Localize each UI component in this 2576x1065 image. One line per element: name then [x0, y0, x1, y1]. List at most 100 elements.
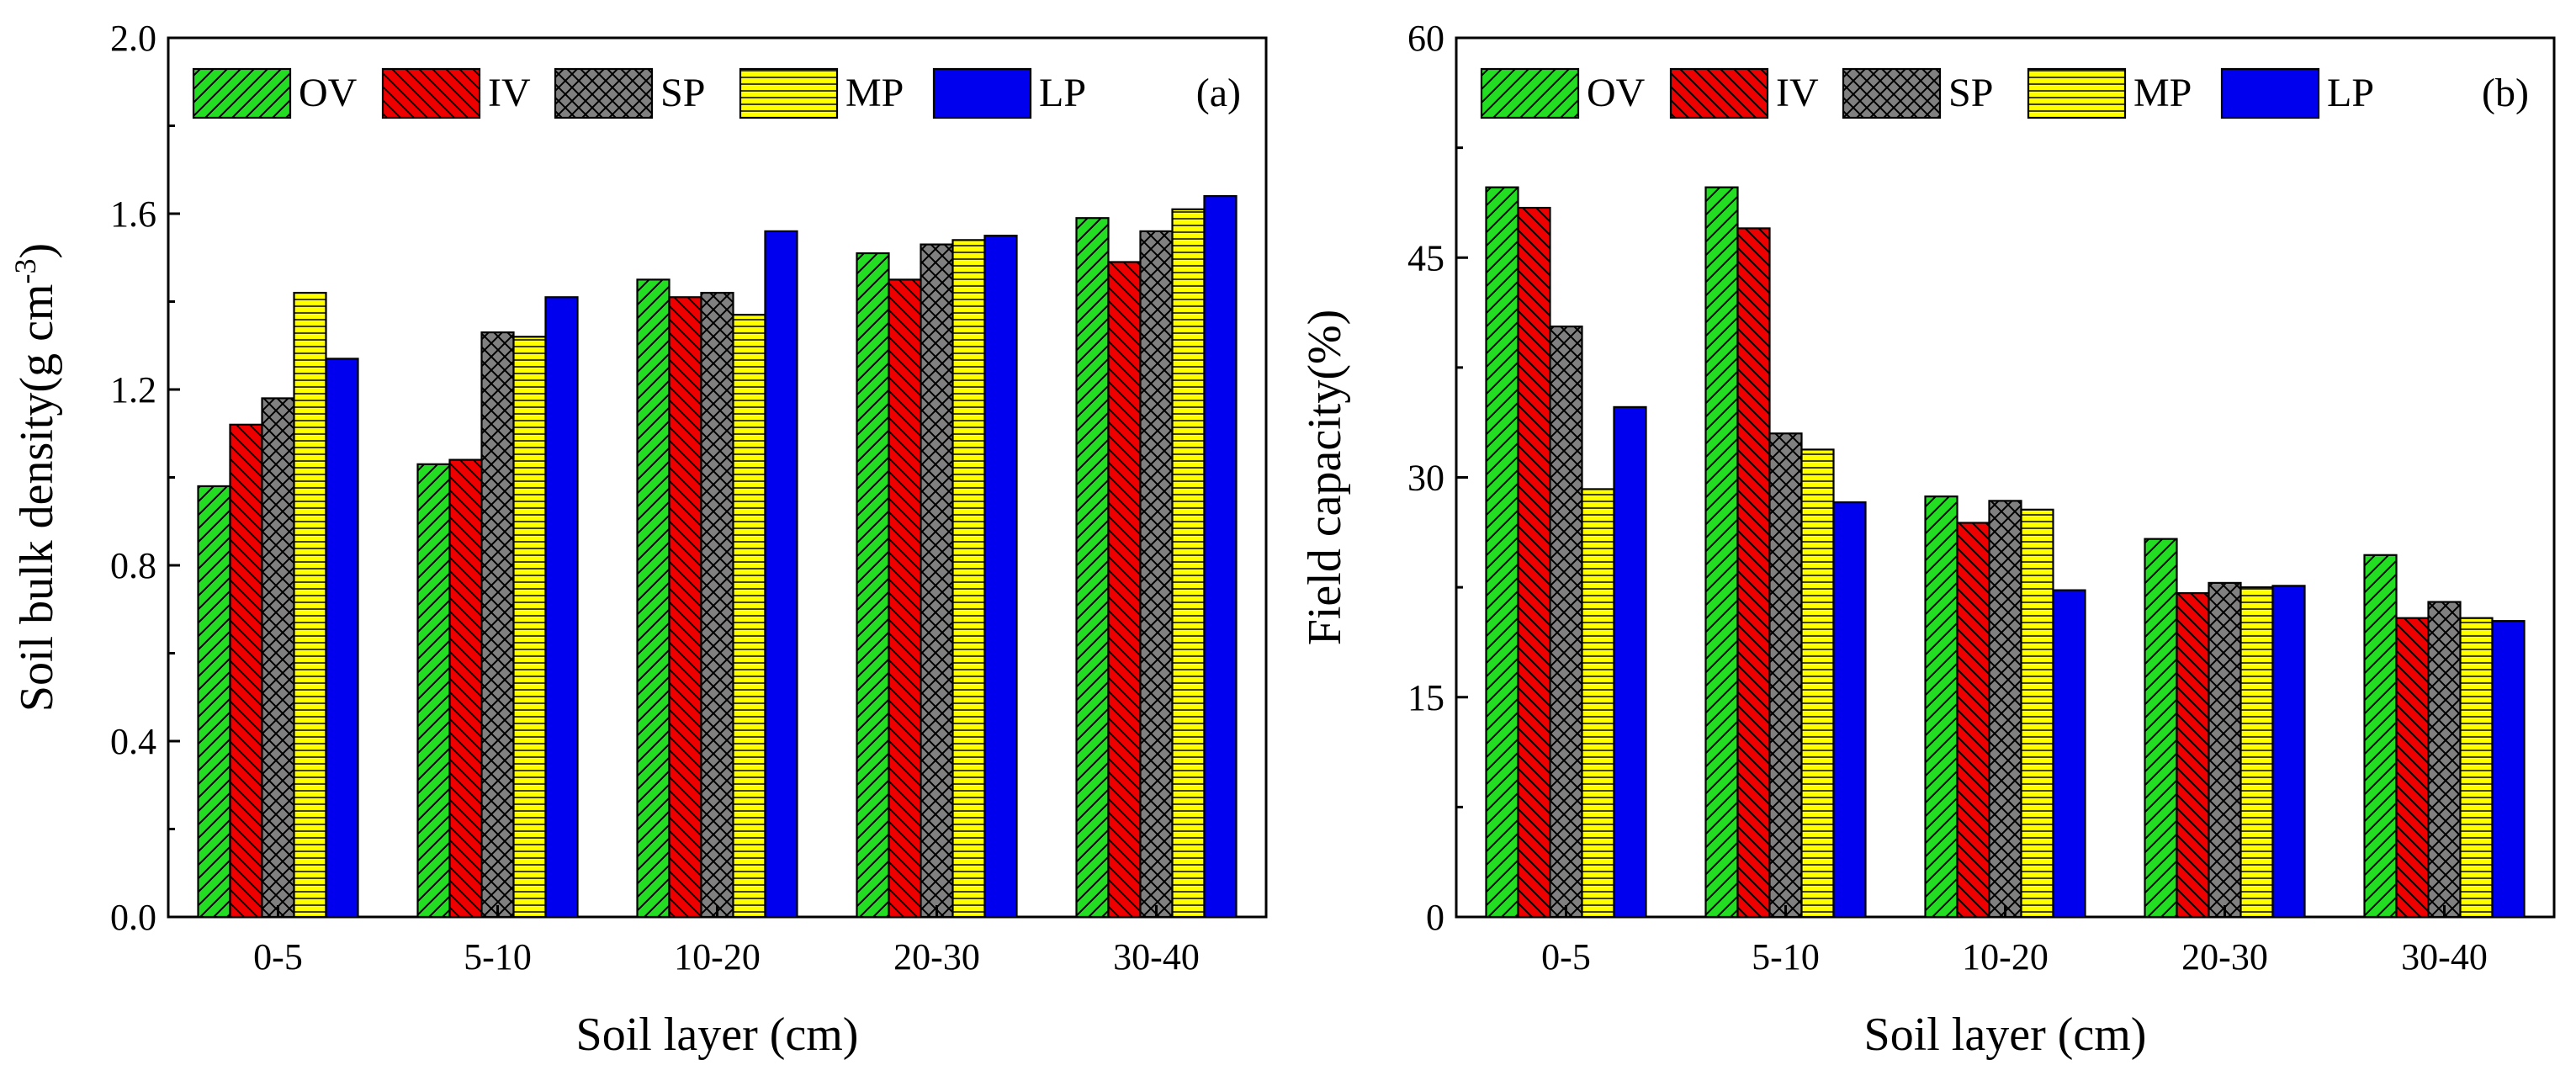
x-tick-label: 0-5	[253, 936, 303, 978]
y-tick-label: 30	[1407, 458, 1444, 499]
bar-lp-0-5	[1613, 405, 1647, 919]
bar-ov-0-5	[1485, 186, 1519, 919]
x-tick-label: 0-5	[1541, 936, 1591, 978]
x-tick-label: 30-40	[1113, 936, 1200, 978]
bar-mp-5-10	[512, 336, 547, 919]
bar-lp-10-20	[764, 230, 798, 919]
bar-mp-10-20	[732, 314, 766, 919]
bar-ov-30-40	[2363, 554, 2398, 919]
x-axis-label: Soil layer (cm)	[1864, 1009, 2147, 1061]
bar-mp-30-40	[2459, 617, 2494, 919]
bar-sp-0-5	[261, 397, 295, 919]
legend-swatch-mp	[739, 67, 839, 119]
bar-ov-30-40	[1075, 217, 1110, 919]
bar-sp-5-10	[480, 331, 515, 919]
bar-sp-10-20	[1988, 500, 2022, 919]
bar-ov-10-20	[1924, 495, 1959, 919]
panel-label: (b)	[2482, 71, 2529, 115]
bar-iv-30-40	[1107, 261, 1142, 919]
legend-label-mp: MP	[2133, 71, 2192, 115]
legend-swatch-iv	[1669, 67, 1769, 119]
bar-sp-20-30	[920, 243, 954, 919]
y-tick-label: 1.2	[110, 369, 156, 411]
legend-label-ov: OV	[1587, 71, 1646, 115]
x-tick-label: 30-40	[2401, 936, 2488, 978]
bar-mp-5-10	[1800, 448, 1835, 919]
legend-swatch-lp	[2220, 67, 2320, 119]
legend-label-sp: SP	[1948, 71, 1993, 115]
legend-swatch-sp	[554, 67, 654, 119]
y-tick-label: 1.6	[110, 193, 156, 235]
y-tick-label: 60	[1407, 18, 1444, 59]
bar-mp-0-5	[293, 291, 327, 919]
legend-label-ov: OV	[299, 71, 358, 115]
bar-mp-10-20	[2020, 508, 2054, 919]
legend-swatch-sp	[1842, 67, 1942, 119]
bar-lp-30-40	[2491, 620, 2526, 919]
x-tick-label: 10-20	[674, 936, 761, 978]
bar-lp-0-5	[325, 358, 359, 919]
bar-iv-10-20	[668, 296, 702, 919]
bar-lp-20-30	[2271, 585, 2306, 919]
bar-mp-0-5	[1581, 488, 1615, 919]
y-tick-label: 0	[1426, 897, 1444, 938]
chart-panel-a: 0.0 0.4 0.8 1.2 1.6 2.0 0-5 5-10 10-20 20-30 30-40…	[8, 18, 1268, 1061]
bar-sp-20-30	[2208, 581, 2242, 919]
legend-swatch-lp	[932, 67, 1032, 119]
y-tick-label: 45	[1407, 237, 1444, 278]
bar-lp-5-10	[544, 296, 579, 919]
bulk-density-chart: 0.0 0.4 0.8 1.2 1.6 2.0 0-5 5-10 10-20 20-30 30-40…	[8, 18, 1268, 1061]
bar-mp-20-30	[2239, 586, 2274, 919]
bar-iv-5-10	[1736, 227, 1771, 919]
y-axis-label: Soil bulk density(g cm-3)	[8, 243, 63, 712]
legend-swatch-ov	[192, 67, 292, 119]
legend-label-lp: LP	[1039, 71, 1086, 115]
legend-swatch-mp	[2027, 67, 2127, 119]
bar-iv-30-40	[2395, 617, 2430, 919]
x-tick-label: 10-20	[1962, 936, 2049, 978]
x-tick-label: 20-30	[2181, 936, 2268, 978]
bar-sp-30-40	[1139, 230, 1174, 919]
bar-ov-5-10	[1704, 186, 1739, 919]
bar-ov-20-30	[2144, 538, 2178, 919]
chart-panel-b: 0 15 30 45 60 0-5 5-10 10-20 20-30 30-40 OV IV SP MP L…	[1288, 0, 2576, 1065]
legend-label-lp: LP	[2327, 71, 2374, 115]
bar-lp-20-30	[983, 235, 1018, 919]
y-tick-label: 0.8	[110, 545, 156, 586]
bar-ov-20-30	[856, 252, 890, 919]
x-tick-label: 5-10	[464, 936, 532, 978]
bar-sp-5-10	[1768, 432, 1803, 919]
x-axis-label: Soil layer (cm)	[576, 1009, 859, 1061]
y-tick-label: 2.0	[110, 18, 156, 59]
bar-sp-0-5	[1549, 326, 1583, 919]
bar-ov-10-20	[636, 278, 671, 919]
bar-iv-5-10	[448, 458, 483, 919]
field-capacity-chart: 0 15 30 45 60 0-5 5-10 10-20 20-30 30-40 OV IV SP MP L…	[1299, 18, 2556, 1061]
bar-ov-0-5	[197, 485, 231, 919]
legend-label-iv: IV	[1776, 71, 1819, 115]
panel-label: (a)	[1196, 71, 1241, 115]
legend-label-mp: MP	[845, 71, 904, 115]
bar-sp-30-40	[2427, 601, 2462, 919]
x-tick-label: 5-10	[1752, 936, 1820, 978]
x-tick-label: 20-30	[893, 936, 980, 978]
bar-lp-5-10	[1832, 501, 1867, 919]
bar-iv-0-5	[1517, 206, 1551, 919]
bar-lp-10-20	[2052, 589, 2086, 919]
bar-mp-20-30	[951, 239, 986, 919]
bar-iv-10-20	[1956, 522, 1990, 919]
bar-iv-20-30	[888, 278, 922, 919]
y-tick-label: 0.0	[110, 897, 156, 938]
bar-sp-10-20	[700, 291, 734, 919]
y-tick-label: 15	[1407, 677, 1444, 718]
bar-mp-30-40	[1171, 208, 1206, 919]
bar-iv-20-30	[2176, 591, 2210, 919]
legend-swatch-ov	[1480, 67, 1580, 119]
legend-swatch-iv	[381, 67, 481, 119]
bar-iv-0-5	[229, 423, 263, 919]
bar-ov-5-10	[416, 463, 451, 919]
bar-lp-30-40	[1203, 195, 1238, 919]
legend-label-sp: SP	[660, 71, 705, 115]
y-tick-label: 0.4	[110, 721, 156, 762]
y-axis-label: Field capacity(%)	[1299, 310, 1351, 646]
